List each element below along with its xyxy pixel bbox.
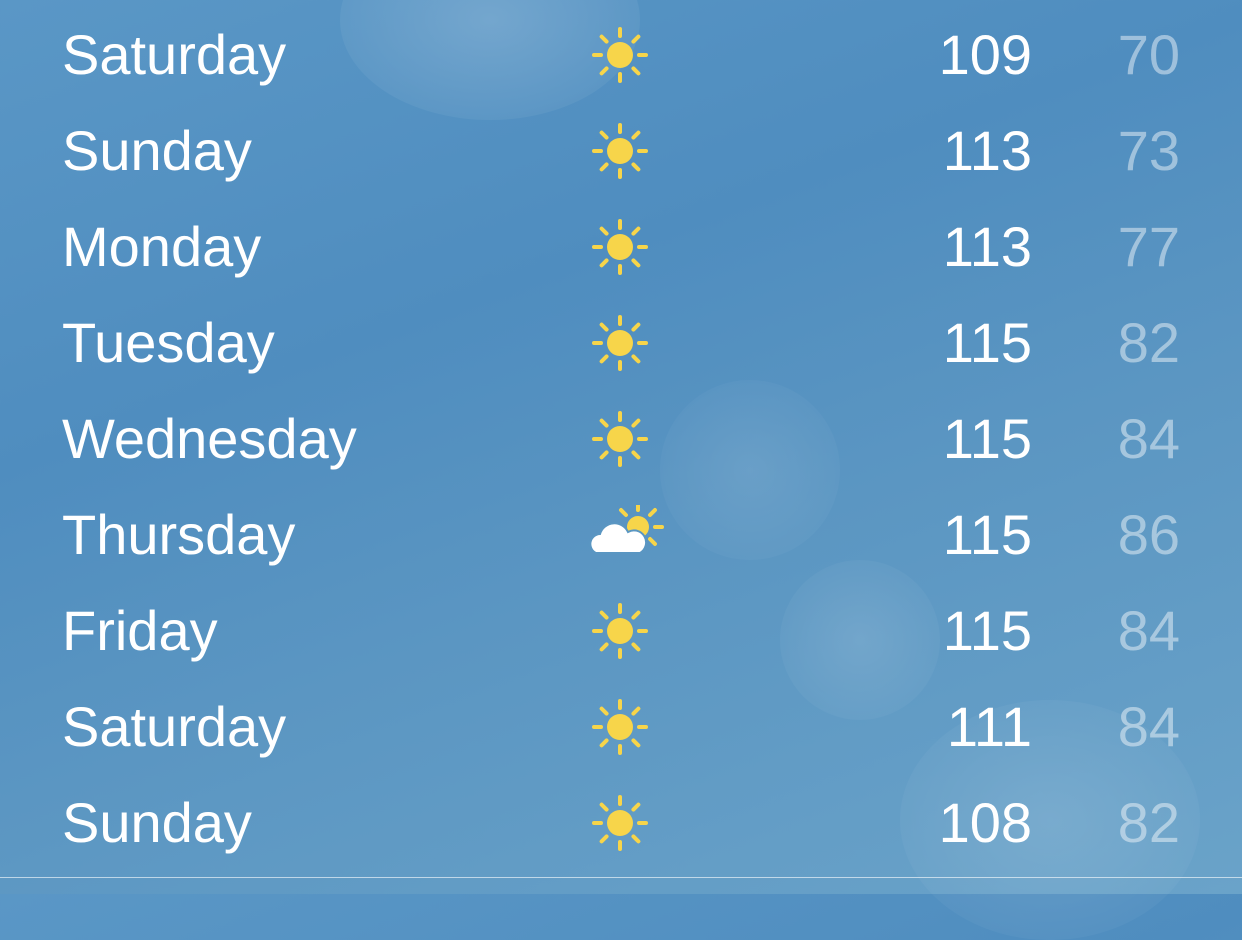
partly-cloudy-icon — [589, 505, 664, 554]
sun-icon — [592, 315, 648, 371]
sun-icon — [592, 123, 648, 179]
forecast-row: Friday 115 84 — [0, 583, 1242, 679]
low-temperature: 82 — [1117, 311, 1180, 374]
day-label: Thursday — [62, 503, 296, 566]
high-temperature: 113 — [942, 215, 1032, 278]
day-label: Wednesday — [62, 407, 357, 470]
day-label: Saturday — [62, 23, 287, 86]
sun-icon — [592, 219, 648, 275]
forecast-row: Saturday 109 70 — [0, 7, 1242, 103]
forecast-row: Sunday 108 82 — [0, 775, 1242, 871]
high-temperature: 115 — [942, 311, 1032, 374]
high-temperature: 111 — [946, 695, 1032, 758]
low-temperature: 77 — [1117, 215, 1180, 278]
day-label: Monday — [62, 215, 262, 278]
sun-icon — [592, 699, 648, 755]
sun-icon — [592, 603, 648, 659]
high-temperature: 108 — [938, 791, 1032, 854]
day-label: Friday — [62, 599, 218, 662]
low-temperature: 84 — [1117, 695, 1180, 758]
forecast-row: Monday 113 77 — [0, 199, 1242, 295]
high-temperature: 109 — [938, 23, 1032, 86]
daily-forecast-list: Saturday 109 70 Sunday 113 73 Monday 113 7… — [0, 7, 1242, 871]
low-temperature: 82 — [1117, 791, 1180, 854]
forecast-row: Sunday 113 73 — [0, 103, 1242, 199]
divider — [0, 877, 1242, 878]
low-temperature: 73 — [1117, 119, 1180, 182]
sun-icon — [592, 27, 648, 83]
day-label: Sunday — [62, 119, 252, 182]
day-label: Tuesday — [62, 311, 275, 374]
high-temperature: 115 — [942, 599, 1032, 662]
forecast-row: Tuesday 115 82 — [0, 295, 1242, 391]
day-label: Sunday — [62, 791, 252, 854]
forecast-row: Saturday 111 84 — [0, 679, 1242, 775]
low-temperature: 84 — [1117, 599, 1180, 662]
sun-icon — [592, 795, 648, 851]
high-temperature: 113 — [942, 119, 1032, 182]
high-temperature: 115 — [942, 503, 1032, 566]
low-temperature: 84 — [1117, 407, 1180, 470]
sun-icon — [592, 411, 648, 467]
low-temperature: 86 — [1117, 503, 1180, 566]
forecast-row: Thursday 115 86 — [0, 487, 1242, 583]
day-label: Saturday — [62, 695, 287, 758]
forecast-row: Wednesday 115 84 — [0, 391, 1242, 487]
high-temperature: 115 — [942, 407, 1032, 470]
low-temperature: 70 — [1117, 23, 1180, 86]
